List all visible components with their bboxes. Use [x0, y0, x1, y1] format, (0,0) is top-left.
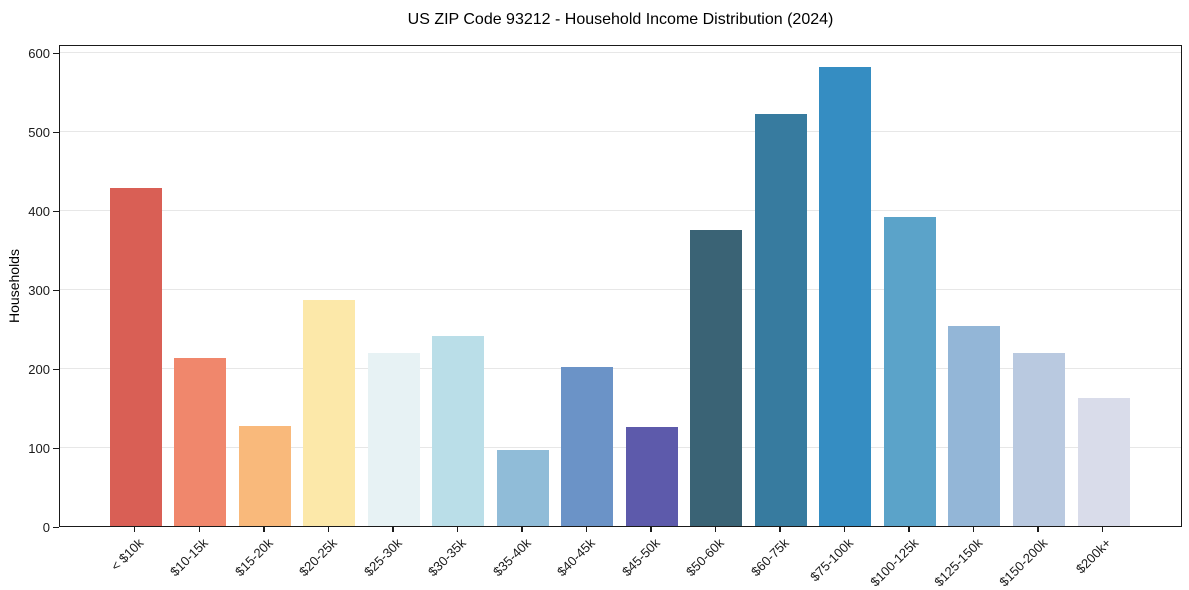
y-tick-label-300: 300	[28, 282, 50, 298]
gridline-300	[60, 288, 1181, 290]
bar-$50-60k	[690, 230, 743, 526]
x-tick-label-$35-40k: $35-40k	[489, 535, 534, 580]
x-tick-$20-25k	[327, 527, 330, 532]
x-tick-$200k+	[1102, 527, 1104, 532]
y-tick-label-200: 200	[28, 361, 50, 377]
gridline-400	[60, 209, 1181, 211]
bar-< $10k	[109, 188, 162, 526]
x-tick-label-$100-125k: $100-125k	[866, 535, 921, 590]
y-tick-label-500: 500	[28, 125, 50, 141]
x-tick-$45-50k	[650, 527, 652, 532]
x-tick-$125-150k	[972, 527, 975, 532]
x-tick-$150-200k	[1037, 527, 1039, 532]
bar-$60-75k	[754, 114, 807, 526]
y-tick-label-0: 0	[42, 519, 50, 535]
x-tick-label-$45-50k: $45-50k	[618, 535, 663, 580]
bar-$30-35k	[432, 335, 485, 526]
x-tick-label-$60-75k: $60-75k	[747, 535, 792, 580]
x-tick-$50-60k	[714, 527, 717, 532]
gridline-100	[60, 446, 1181, 448]
y-tick-label-600: 600	[28, 46, 50, 62]
x-tick-$40-45k	[585, 527, 588, 532]
y-tick-label-400: 400	[28, 203, 50, 219]
y-tick-label-100: 100	[28, 440, 50, 456]
x-tick-$15-20k	[263, 527, 265, 532]
x-tick-label-$15-20k: $15-20k	[231, 535, 276, 580]
x-tick-label-$10-15k: $10-15k	[167, 535, 212, 580]
chart-title: US ZIP Code 93212 - Household Income Dis…	[407, 11, 834, 28]
x-tick-label-$200k+: $200k+	[1073, 535, 1115, 577]
bar-$125-150k	[948, 325, 1001, 526]
x-tick-$10-15k	[198, 527, 201, 532]
bar-$25-30k	[367, 353, 420, 526]
bar-$100-125k	[883, 216, 936, 526]
x-tick-label-$50-60k: $50-60k	[683, 535, 728, 580]
bar-$20-25k	[303, 300, 356, 526]
plot-area	[59, 45, 1182, 527]
x-tick-label-$40-45k: $40-45k	[554, 535, 599, 580]
y-tick-100	[53, 447, 59, 449]
x-tick-$60-75k	[779, 527, 781, 532]
y-tick-500	[53, 132, 59, 134]
x-tick-$100-125k	[908, 527, 910, 532]
x-tick-$30-35k	[456, 527, 459, 532]
bar-$150-200k	[1012, 353, 1065, 526]
x-tick-$35-40k	[521, 527, 523, 532]
x-tick-$25-30k	[392, 527, 394, 532]
y-tick-200	[53, 368, 59, 371]
y-tick-600	[53, 53, 59, 55]
x-tick-label-$75-100k: $75-100k	[807, 535, 857, 585]
bar-$45-50k	[625, 426, 678, 526]
y-tick-400	[53, 210, 59, 213]
bar-$40-45k	[561, 367, 614, 526]
y-tick-0	[53, 526, 59, 528]
y-tick-300	[53, 289, 59, 292]
gridline-200	[60, 367, 1181, 369]
bar-$35-40k	[496, 450, 549, 526]
bar-$10-15k	[174, 357, 227, 526]
bar-$200k+	[1077, 398, 1130, 526]
x-tick-label-$125-150k: $125-150k	[931, 535, 986, 590]
x-tick-label-$20-25k: $20-25k	[296, 535, 341, 580]
x-tick-label-$25-30k: $25-30k	[360, 535, 405, 580]
x-tick-label-< $10k: < $10k	[108, 535, 147, 574]
x-tick-< $10k	[134, 527, 136, 532]
x-tick-label-$30-35k: $30-35k	[425, 535, 470, 580]
x-tick-$75-100k	[843, 527, 846, 532]
gridline-500	[60, 131, 1181, 133]
bar-$15-20k	[238, 425, 291, 526]
x-tick-label-$150-200k: $150-200k	[995, 535, 1050, 590]
bar-$75-100k	[819, 66, 872, 526]
gridline-600	[60, 52, 1181, 54]
